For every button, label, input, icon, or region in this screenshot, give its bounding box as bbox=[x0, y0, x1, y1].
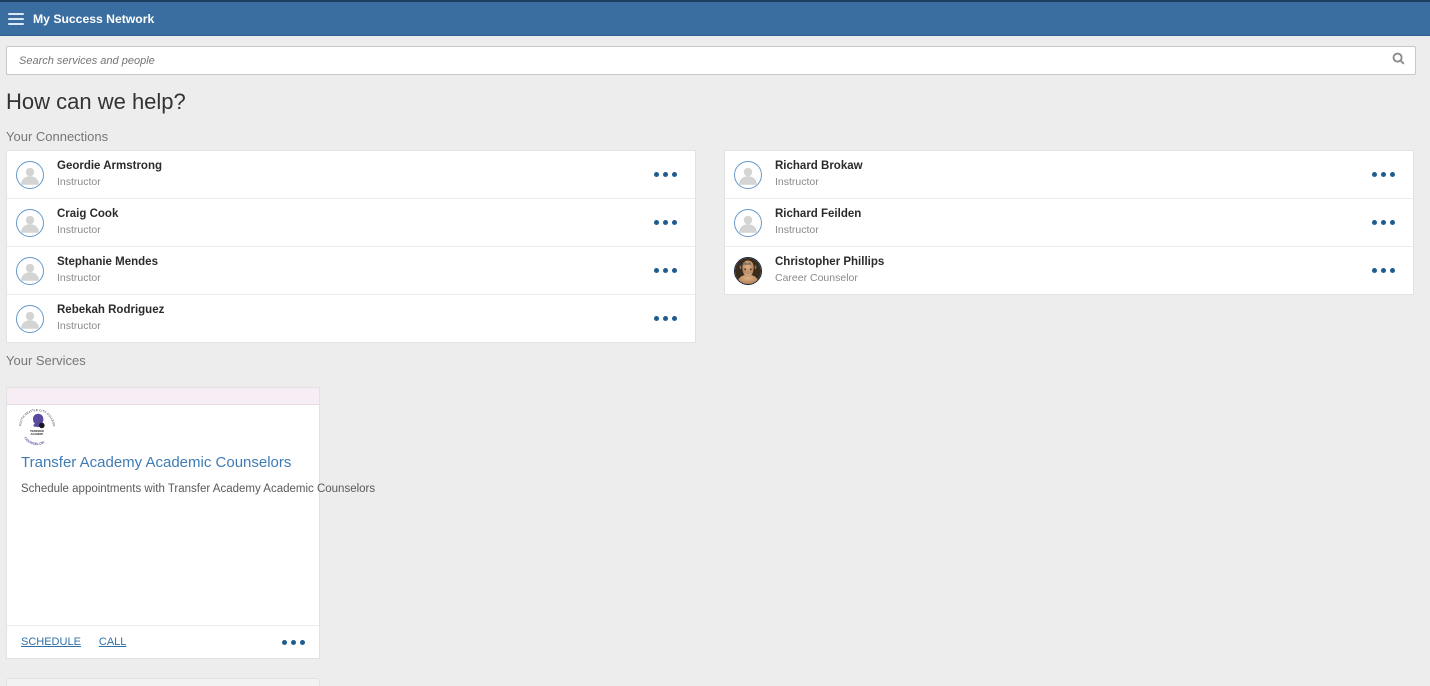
svg-text:ACADEMY: ACADEMY bbox=[31, 433, 44, 436]
